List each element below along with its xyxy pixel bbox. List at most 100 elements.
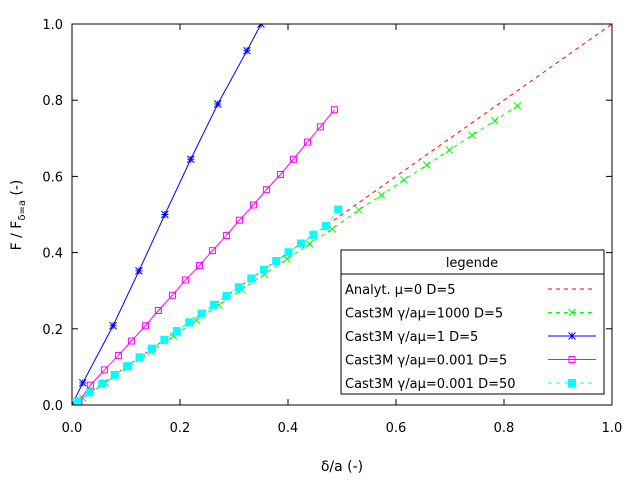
y-tick-labels: 0.0 0.2 0.4 0.6 0.8 1.0 [42,18,63,414]
series-2-point-4 [161,210,169,219]
series-1-point-11 [328,225,337,233]
legend-label-3: Cast3M γ/aμ=0.001 D=5 [345,354,507,369]
series-4-point-1 [85,388,94,397]
y-tick-label-3: 0.6 [42,170,63,185]
series-3-point-9 [181,276,189,284]
series-0 [72,24,612,405]
series-3-point-18 [303,138,311,146]
y-tick-label-1: 0.2 [42,323,63,338]
series-4-line [77,209,339,402]
series-1-point-13 [377,191,386,199]
series-2-point-8 [257,24,265,28]
axis-ticks [71,23,613,406]
x-tick-label-3: 0.6 [386,421,407,436]
series-4-point-2 [98,379,107,388]
x-tick-label-1: 0.2 [170,421,191,436]
series-4-point-5 [135,353,144,362]
series-1-point-14 [400,175,408,184]
series-4-point-3 [110,370,119,379]
legend-marker-4 [568,379,576,387]
series-3-point-8 [168,291,176,299]
series-4-point-13 [234,283,243,292]
series-1-point-16 [445,146,454,154]
series-4-point-8 [172,327,181,336]
series-2 [72,24,265,405]
series-4-point-6 [147,344,156,353]
x-tick-label-4: 0.8 [494,421,515,436]
series-2-point-6 [213,100,222,108]
x-tick-labels: 0.0 0.2 0.4 0.6 0.8 1.0 [62,421,623,436]
legend-label-4: Cast3M γ/aμ=0.001 D=50 [345,377,516,392]
x-axis-label: δ/a (-) [321,459,363,475]
legend-label-2: Cast3M γ/aμ=1 D=5 [345,330,478,345]
x-tick-label-2: 0.4 [278,421,299,436]
series-3 [72,106,338,405]
x-tick-label-0: 0.0 [62,421,83,436]
series-3-point-10 [195,262,203,270]
series-1-point-17 [468,131,476,140]
legend-box [340,249,605,395]
y-tick-label-0: 0.0 [42,399,63,414]
series-3-point-13 [235,216,243,224]
y-tick-label-5: 1.0 [42,18,63,33]
series-3-point-16 [276,170,284,178]
series-1-point-5 [192,316,201,325]
plot-frame [71,23,613,406]
series-4-point-11 [210,300,219,309]
series-1-point-18 [490,116,499,125]
series-3-point-12 [222,231,230,239]
series-3-point-6 [141,322,149,330]
y-axis-label: F / Fδ=a (-) [9,180,28,251]
series-1-point-19 [513,102,522,110]
legend-label-0: Analyt. μ=0 D=5 [345,283,456,298]
legend: legende Analyt. μ=0 D=5 Cast3M γ/aμ=1000 … [340,249,605,395]
series-3-point-3 [100,366,108,374]
series-3-point-19 [316,123,324,131]
series-3-point-5 [127,337,135,345]
series-3-point-4 [114,351,122,359]
y-tick-label-2: 0.4 [42,247,63,262]
series-2-point-2 [109,321,117,330]
series-1-point-9 [283,255,291,263]
series-4-point-19 [309,230,318,239]
series-3-point-15 [262,186,270,194]
x-tick-label-5: 1.0 [602,421,623,436]
series-1-point-12 [354,206,363,214]
legend-marker-3 [568,356,576,363]
series-2-point-1 [78,379,87,387]
series-1-point-10 [305,239,314,248]
series-layer [72,24,612,405]
series-4-point-17 [284,248,293,257]
series-2-point-3 [135,267,143,275]
series-4 [73,205,343,405]
series-3-point-7 [154,307,162,315]
y-tick-label-4: 0.8 [42,94,63,109]
series-4-point-21 [334,205,343,214]
series-4-point-7 [160,335,169,344]
series-3-point-14 [249,201,257,209]
series-3-point-11 [208,247,216,255]
series-4-point-18 [296,239,305,248]
series-3-point-17 [289,155,297,163]
legend-entries: Analyt. μ=0 D=5 Cast3M γ/aμ=1000 D=5 Cast3… [345,283,596,392]
series-4-point-20 [321,221,330,230]
series-2-point-5 [186,155,195,164]
series-0-line [72,24,612,405]
legend-marker-1 [568,308,576,317]
series-3-point-20 [330,106,338,114]
series-4-point-10 [197,309,206,318]
legend-title: legende [446,256,498,271]
series-4-point-0 [73,397,82,405]
series-2-point-7 [243,46,251,55]
series-4-point-4 [123,362,132,371]
legend-marker-2 [568,332,576,340]
series-4-point-15 [259,265,268,274]
series-4-point-16 [272,256,281,265]
series-3-line [72,109,335,405]
series-4-point-12 [222,292,231,301]
series-4-point-9 [185,318,194,327]
series-1-point-15 [422,161,431,169]
series-3-point-2 [86,381,94,389]
legend-label-1: Cast3M γ/aμ=1000 D=5 [345,307,503,322]
